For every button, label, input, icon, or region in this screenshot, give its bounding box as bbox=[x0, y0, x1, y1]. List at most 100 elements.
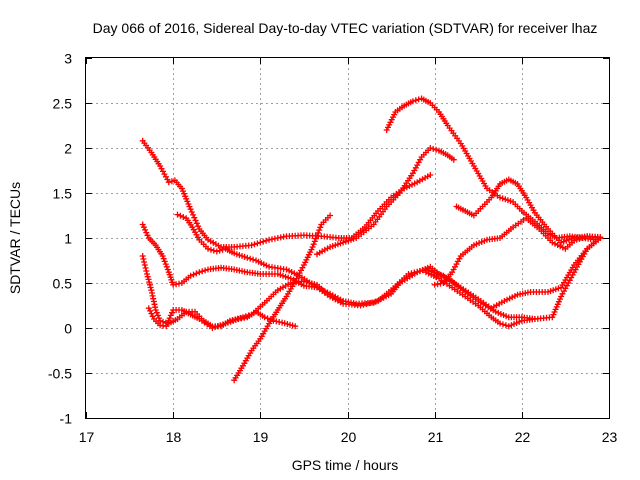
data-point bbox=[422, 269, 429, 276]
data-point bbox=[139, 253, 146, 259]
data-point bbox=[311, 238, 318, 245]
data-point bbox=[187, 206, 194, 213]
data-point bbox=[141, 262, 148, 268]
x-tick-label: 22 bbox=[515, 429, 531, 445]
x-tick-label: 18 bbox=[166, 429, 182, 445]
data-point bbox=[427, 172, 434, 178]
data-point bbox=[503, 313, 510, 320]
y-tick-label: 0.5 bbox=[53, 276, 73, 292]
data-point bbox=[180, 214, 187, 220]
data-point bbox=[164, 320, 171, 327]
data-point bbox=[261, 314, 268, 321]
data-point bbox=[161, 258, 168, 265]
data-point bbox=[315, 229, 322, 236]
y-tick-label: 2.5 bbox=[53, 96, 73, 112]
data-point bbox=[312, 235, 319, 242]
series-track-6 bbox=[231, 212, 334, 384]
data-point bbox=[144, 232, 151, 239]
series-track-7 bbox=[314, 145, 457, 258]
data-point bbox=[216, 247, 223, 254]
data-point bbox=[140, 256, 147, 262]
data-point bbox=[142, 226, 149, 233]
data-point bbox=[195, 223, 202, 230]
data-point bbox=[430, 145, 437, 152]
data-point bbox=[174, 211, 181, 218]
data-point bbox=[146, 279, 153, 286]
grid bbox=[86, 58, 609, 418]
data-point bbox=[166, 315, 173, 322]
y-tick-label: -1 bbox=[60, 411, 73, 427]
data-point bbox=[412, 97, 419, 104]
data-point bbox=[147, 284, 154, 291]
data-point bbox=[409, 98, 416, 105]
data-point bbox=[147, 307, 154, 314]
data-point bbox=[144, 273, 151, 280]
data-point bbox=[145, 305, 152, 312]
data-point bbox=[310, 241, 317, 248]
x-tick-label: 17 bbox=[79, 429, 95, 445]
data-point bbox=[531, 316, 538, 322]
data-point bbox=[163, 263, 170, 270]
data-point bbox=[164, 266, 171, 273]
data-point bbox=[217, 322, 224, 329]
data-point bbox=[152, 307, 159, 313]
data-point bbox=[366, 300, 373, 307]
data-point bbox=[363, 301, 370, 307]
data-point bbox=[196, 269, 203, 276]
data-point bbox=[244, 254, 251, 261]
series-track-10 bbox=[431, 215, 604, 288]
data-point bbox=[160, 255, 167, 262]
data-point bbox=[250, 256, 257, 263]
data-point bbox=[202, 267, 209, 274]
data-point bbox=[431, 269, 438, 276]
data-point bbox=[281, 320, 288, 327]
data-point bbox=[340, 239, 347, 246]
data-point bbox=[555, 285, 562, 292]
data-point bbox=[434, 270, 441, 277]
data-point bbox=[199, 268, 206, 275]
data-point bbox=[193, 220, 200, 227]
data-point bbox=[140, 224, 147, 231]
y-tick-label: -0.5 bbox=[48, 366, 72, 382]
data-point bbox=[247, 255, 254, 262]
data-point bbox=[143, 268, 150, 274]
series-track-4 bbox=[145, 305, 299, 331]
data-point bbox=[499, 321, 506, 328]
data-point bbox=[165, 179, 172, 186]
data-point bbox=[254, 240, 261, 247]
data-point bbox=[263, 237, 270, 244]
data-point bbox=[414, 268, 421, 275]
data-point bbox=[437, 271, 444, 278]
data-point bbox=[149, 313, 156, 320]
data-point bbox=[210, 247, 217, 254]
data-point bbox=[187, 272, 194, 279]
data-point bbox=[251, 241, 258, 248]
data-point bbox=[205, 245, 211, 252]
data-point bbox=[139, 221, 146, 228]
data-point bbox=[433, 146, 440, 153]
data-point bbox=[263, 262, 270, 269]
data-point bbox=[372, 298, 379, 305]
data-point bbox=[314, 232, 320, 239]
data-point bbox=[154, 312, 161, 319]
chart-title: Day 066 of 2016, Sidereal Day-to-day VTE… bbox=[93, 20, 598, 36]
series-track-11 bbox=[422, 269, 538, 330]
data-point bbox=[177, 212, 184, 219]
data-point bbox=[427, 145, 434, 151]
data-point bbox=[153, 309, 160, 316]
data-point bbox=[257, 239, 264, 246]
data-point bbox=[144, 271, 150, 277]
data-point bbox=[497, 320, 503, 327]
data-point bbox=[357, 302, 364, 309]
data-point bbox=[340, 298, 347, 304]
y-tick-label: 0 bbox=[64, 321, 72, 337]
axis-ticks: 17 18 19 20 21 22 23 -1 -0.5 0 0.5 1 1.5 2 2.5 3 bbox=[48, 51, 618, 446]
data-point bbox=[191, 214, 198, 221]
data-point bbox=[478, 239, 485, 245]
data-point bbox=[192, 217, 199, 224]
data-point bbox=[597, 235, 604, 241]
data-point bbox=[143, 229, 150, 236]
data-point bbox=[573, 236, 580, 243]
data-point bbox=[317, 224, 324, 231]
